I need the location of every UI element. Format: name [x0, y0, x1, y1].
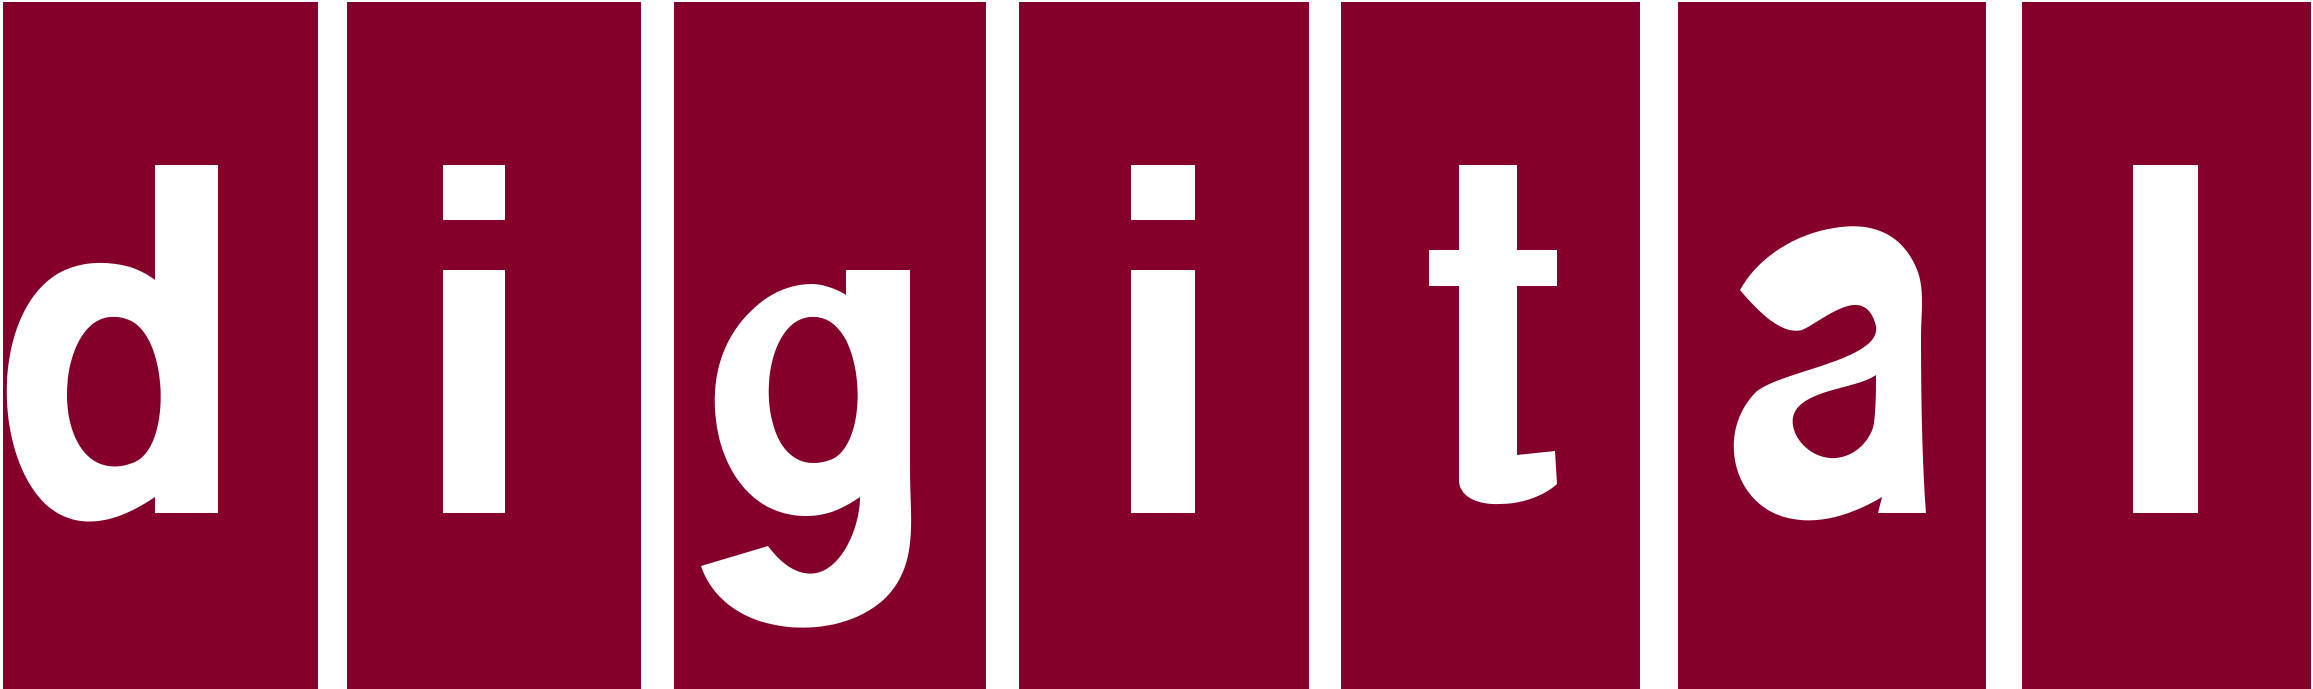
tile-l: [2022, 2, 2311, 689]
letter-g-glyph: [701, 270, 912, 628]
letter-l-stem: [2133, 165, 2198, 513]
tile-a: [1678, 2, 1986, 689]
letter-a-glyph: [1733, 226, 1926, 521]
letter-i-first-dot: [443, 165, 505, 220]
tile-g: [674, 2, 986, 689]
letter-d-glyph: [6, 165, 218, 522]
tile-t: [1341, 2, 1640, 689]
letter-t-glyph: [1429, 165, 1557, 505]
tile-a-background: [1678, 2, 1986, 689]
tile-d: [3, 2, 318, 689]
letter-i-second-dot: [1131, 165, 1195, 220]
letter-i-second-stem: [1131, 270, 1195, 513]
tile-i-second: [1019, 2, 1309, 689]
letter-i-first-stem: [443, 270, 505, 513]
tile-i-first: [347, 2, 641, 689]
